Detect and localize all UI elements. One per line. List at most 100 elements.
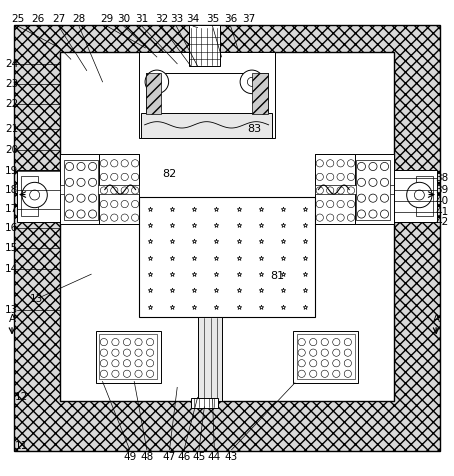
Circle shape [77, 178, 85, 187]
Circle shape [77, 194, 85, 202]
Circle shape [347, 173, 355, 180]
Circle shape [333, 370, 340, 377]
Text: 30: 30 [117, 14, 130, 24]
Bar [356, 160, 390, 220]
Text: 38: 38 [435, 173, 449, 183]
Bar [191, 398, 218, 408]
Text: 19: 19 [5, 166, 19, 176]
Circle shape [123, 338, 131, 346]
Circle shape [100, 349, 108, 356]
Circle shape [326, 160, 334, 167]
Circle shape [333, 338, 340, 346]
Circle shape [89, 178, 97, 187]
Circle shape [100, 200, 108, 208]
Bar [315, 154, 355, 224]
Circle shape [121, 160, 128, 167]
Text: 46: 46 [178, 452, 191, 462]
Circle shape [337, 173, 344, 180]
Circle shape [369, 210, 377, 218]
Circle shape [298, 359, 305, 367]
Text: 17: 17 [5, 204, 19, 214]
Bar [197, 317, 222, 401]
Circle shape [337, 160, 344, 167]
Text: 12: 12 [15, 392, 29, 402]
Bar [139, 52, 275, 139]
Circle shape [369, 194, 377, 202]
Bar [99, 154, 139, 224]
Circle shape [132, 173, 139, 180]
Text: 26: 26 [32, 14, 45, 24]
Circle shape [112, 349, 119, 356]
Circle shape [316, 187, 323, 194]
Circle shape [337, 200, 344, 208]
Circle shape [22, 182, 47, 208]
Circle shape [132, 214, 139, 221]
Circle shape [89, 194, 97, 202]
Text: A: A [9, 314, 15, 324]
Text: 13: 13 [30, 294, 44, 304]
Text: 15: 15 [5, 243, 19, 253]
Text: 83: 83 [247, 124, 262, 134]
Text: A: A [433, 314, 439, 324]
Circle shape [65, 210, 74, 218]
Circle shape [310, 349, 317, 356]
Text: 43: 43 [225, 452, 238, 462]
Text: 41: 41 [435, 207, 449, 217]
Circle shape [380, 210, 389, 218]
Circle shape [77, 210, 85, 218]
Circle shape [326, 200, 334, 208]
Circle shape [316, 160, 323, 167]
Circle shape [380, 162, 389, 170]
Circle shape [153, 77, 161, 86]
Circle shape [344, 338, 351, 346]
Circle shape [310, 370, 317, 377]
Bar [146, 73, 268, 114]
Circle shape [147, 338, 153, 346]
Circle shape [298, 338, 305, 346]
Circle shape [123, 349, 131, 356]
Circle shape [132, 160, 139, 167]
Circle shape [77, 162, 85, 170]
Text: 82: 82 [163, 169, 177, 178]
Circle shape [65, 178, 74, 187]
Circle shape [112, 370, 119, 377]
Circle shape [369, 162, 377, 170]
Circle shape [337, 214, 344, 221]
Circle shape [326, 173, 334, 180]
Text: 18: 18 [5, 185, 19, 195]
Circle shape [298, 370, 305, 377]
Circle shape [111, 200, 118, 208]
Text: 28: 28 [72, 14, 86, 24]
Circle shape [344, 349, 351, 356]
Circle shape [135, 349, 142, 356]
Circle shape [357, 194, 365, 202]
Text: 23: 23 [5, 79, 19, 89]
Circle shape [121, 200, 128, 208]
Circle shape [100, 214, 108, 221]
Circle shape [316, 214, 323, 221]
Circle shape [121, 173, 128, 180]
Circle shape [247, 77, 257, 86]
Text: 25: 25 [11, 14, 25, 24]
Circle shape [89, 162, 97, 170]
Circle shape [132, 187, 139, 194]
Circle shape [326, 187, 334, 194]
Text: 16: 16 [5, 223, 19, 233]
Circle shape [123, 359, 131, 367]
Bar [252, 73, 268, 114]
Circle shape [347, 187, 355, 194]
Circle shape [111, 214, 118, 221]
Circle shape [132, 200, 139, 208]
Circle shape [147, 349, 153, 356]
Circle shape [415, 190, 424, 200]
Bar [416, 177, 433, 216]
Circle shape [337, 187, 344, 194]
Text: 35: 35 [206, 14, 219, 24]
Bar [139, 197, 315, 317]
Circle shape [30, 190, 39, 200]
Text: 36: 36 [224, 14, 237, 24]
Bar [395, 170, 438, 222]
Text: 39: 39 [435, 185, 449, 195]
Circle shape [321, 359, 328, 367]
Text: 42: 42 [435, 217, 449, 227]
